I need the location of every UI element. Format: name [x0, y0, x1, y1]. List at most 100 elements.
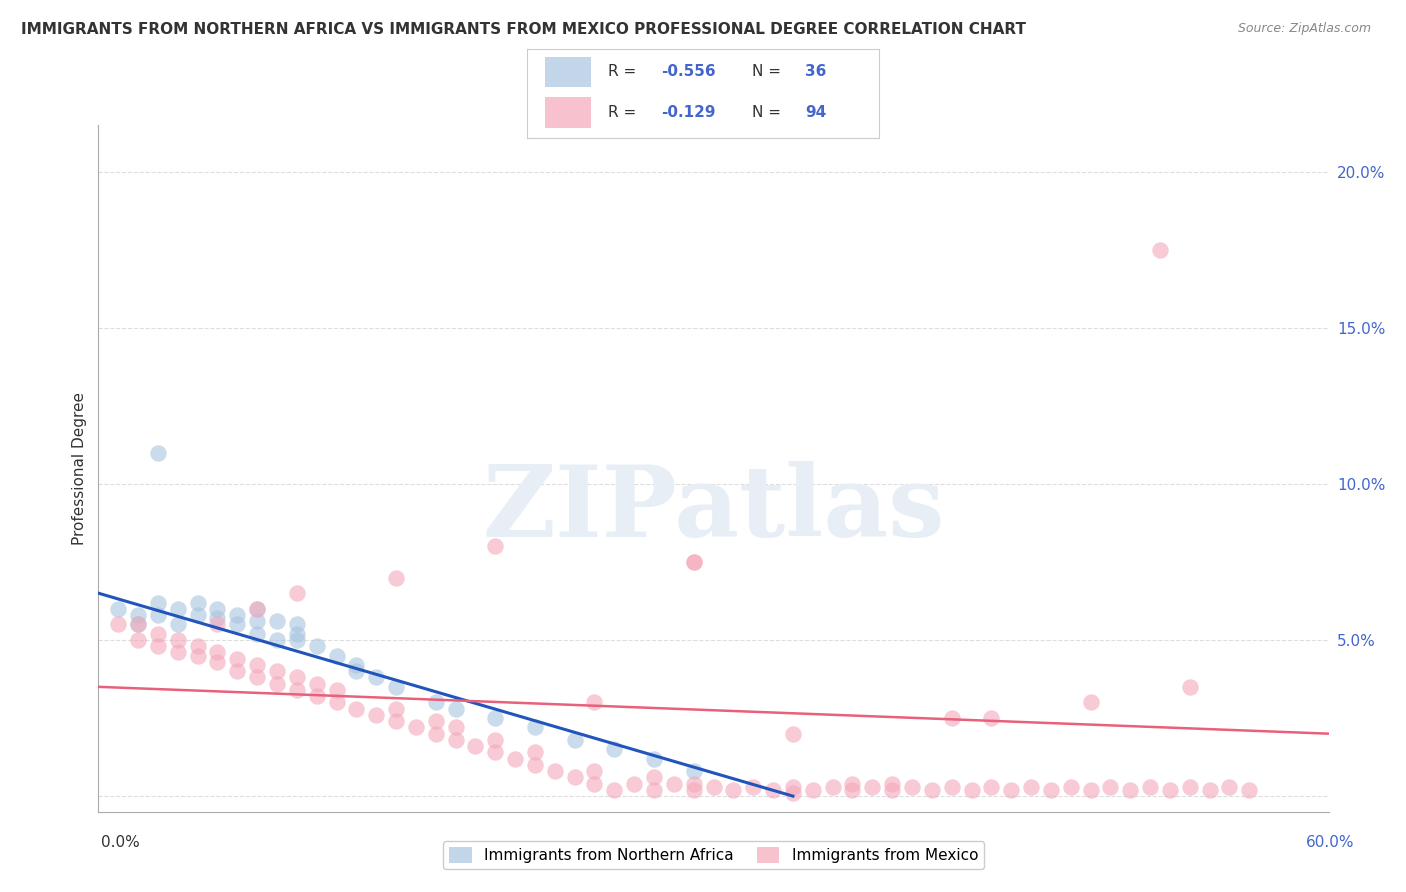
Point: [226, 651, 249, 665]
Point: [682, 764, 704, 778]
Point: [285, 683, 308, 698]
Text: R =: R =: [609, 64, 641, 79]
Point: [782, 786, 804, 800]
Point: [1099, 780, 1122, 794]
Point: [366, 671, 388, 685]
Point: [385, 701, 408, 715]
Point: [1080, 783, 1102, 797]
Point: [146, 596, 169, 610]
Point: [703, 780, 725, 794]
Point: [662, 776, 685, 791]
Point: [564, 733, 586, 747]
Point: [860, 780, 883, 794]
Point: [285, 617, 308, 632]
Text: 94: 94: [804, 105, 827, 120]
Text: 36: 36: [804, 64, 827, 79]
Point: [682, 555, 704, 569]
Point: [285, 671, 308, 685]
Point: [643, 751, 665, 765]
Point: [941, 780, 963, 794]
Point: [344, 658, 367, 673]
Point: [682, 776, 704, 791]
Point: [643, 783, 665, 797]
Point: [266, 633, 288, 648]
Point: [1119, 783, 1142, 797]
Point: [425, 696, 447, 710]
Point: [1149, 243, 1171, 257]
Point: [207, 611, 229, 625]
Point: [464, 739, 486, 753]
Point: [107, 617, 129, 632]
Point: [603, 783, 626, 797]
Point: [207, 646, 229, 660]
Point: [246, 658, 269, 673]
Point: [366, 708, 388, 723]
Point: [146, 608, 169, 623]
Point: [1198, 783, 1220, 797]
Point: [1000, 783, 1022, 797]
Text: -0.556: -0.556: [661, 64, 716, 79]
Point: [1178, 680, 1201, 694]
Point: [801, 783, 824, 797]
Text: 60.0%: 60.0%: [1306, 836, 1354, 850]
Point: [782, 726, 804, 740]
Point: [503, 751, 526, 765]
Point: [166, 601, 188, 615]
Point: [127, 608, 149, 623]
Point: [305, 639, 328, 653]
Point: [921, 783, 943, 797]
Point: [1080, 696, 1102, 710]
Point: [583, 764, 606, 778]
Point: [166, 633, 188, 648]
Point: [266, 664, 288, 678]
Point: [385, 571, 408, 585]
Point: [226, 617, 249, 632]
Text: N =: N =: [752, 105, 786, 120]
Point: [285, 626, 308, 640]
Point: [425, 726, 447, 740]
Point: [266, 614, 288, 628]
Point: [344, 664, 367, 678]
Point: [127, 617, 149, 632]
Point: [1039, 783, 1062, 797]
Point: [682, 783, 704, 797]
Bar: [546, 57, 591, 87]
Point: [444, 701, 467, 715]
Point: [207, 617, 229, 632]
Text: Source: ZipAtlas.com: Source: ZipAtlas.com: [1237, 22, 1371, 36]
Point: [166, 617, 188, 632]
Point: [127, 633, 149, 648]
Point: [901, 780, 924, 794]
Text: ZIPatlas: ZIPatlas: [482, 461, 945, 558]
Point: [742, 780, 765, 794]
Point: [344, 701, 367, 715]
Point: [187, 608, 209, 623]
Point: [980, 780, 1002, 794]
Point: [325, 696, 347, 710]
Point: [544, 764, 567, 778]
Point: [564, 770, 586, 785]
Point: [960, 783, 983, 797]
Point: [187, 648, 209, 663]
Point: [583, 696, 606, 710]
Point: [246, 601, 269, 615]
Point: [484, 539, 506, 553]
Point: [146, 626, 169, 640]
Text: R =: R =: [609, 105, 641, 120]
Point: [305, 676, 328, 690]
Text: IMMIGRANTS FROM NORTHERN AFRICA VS IMMIGRANTS FROM MEXICO PROFESSIONAL DEGREE CO: IMMIGRANTS FROM NORTHERN AFRICA VS IMMIG…: [21, 22, 1026, 37]
Point: [484, 733, 506, 747]
Point: [882, 783, 904, 797]
Point: [266, 676, 288, 690]
Point: [1139, 780, 1161, 794]
Point: [1218, 780, 1240, 794]
Point: [107, 601, 129, 615]
Point: [682, 555, 704, 569]
Point: [1060, 780, 1083, 794]
Point: [166, 646, 188, 660]
Point: [583, 776, 606, 791]
Point: [127, 617, 149, 632]
Bar: [546, 97, 591, 128]
Point: [980, 711, 1002, 725]
Point: [841, 776, 863, 791]
